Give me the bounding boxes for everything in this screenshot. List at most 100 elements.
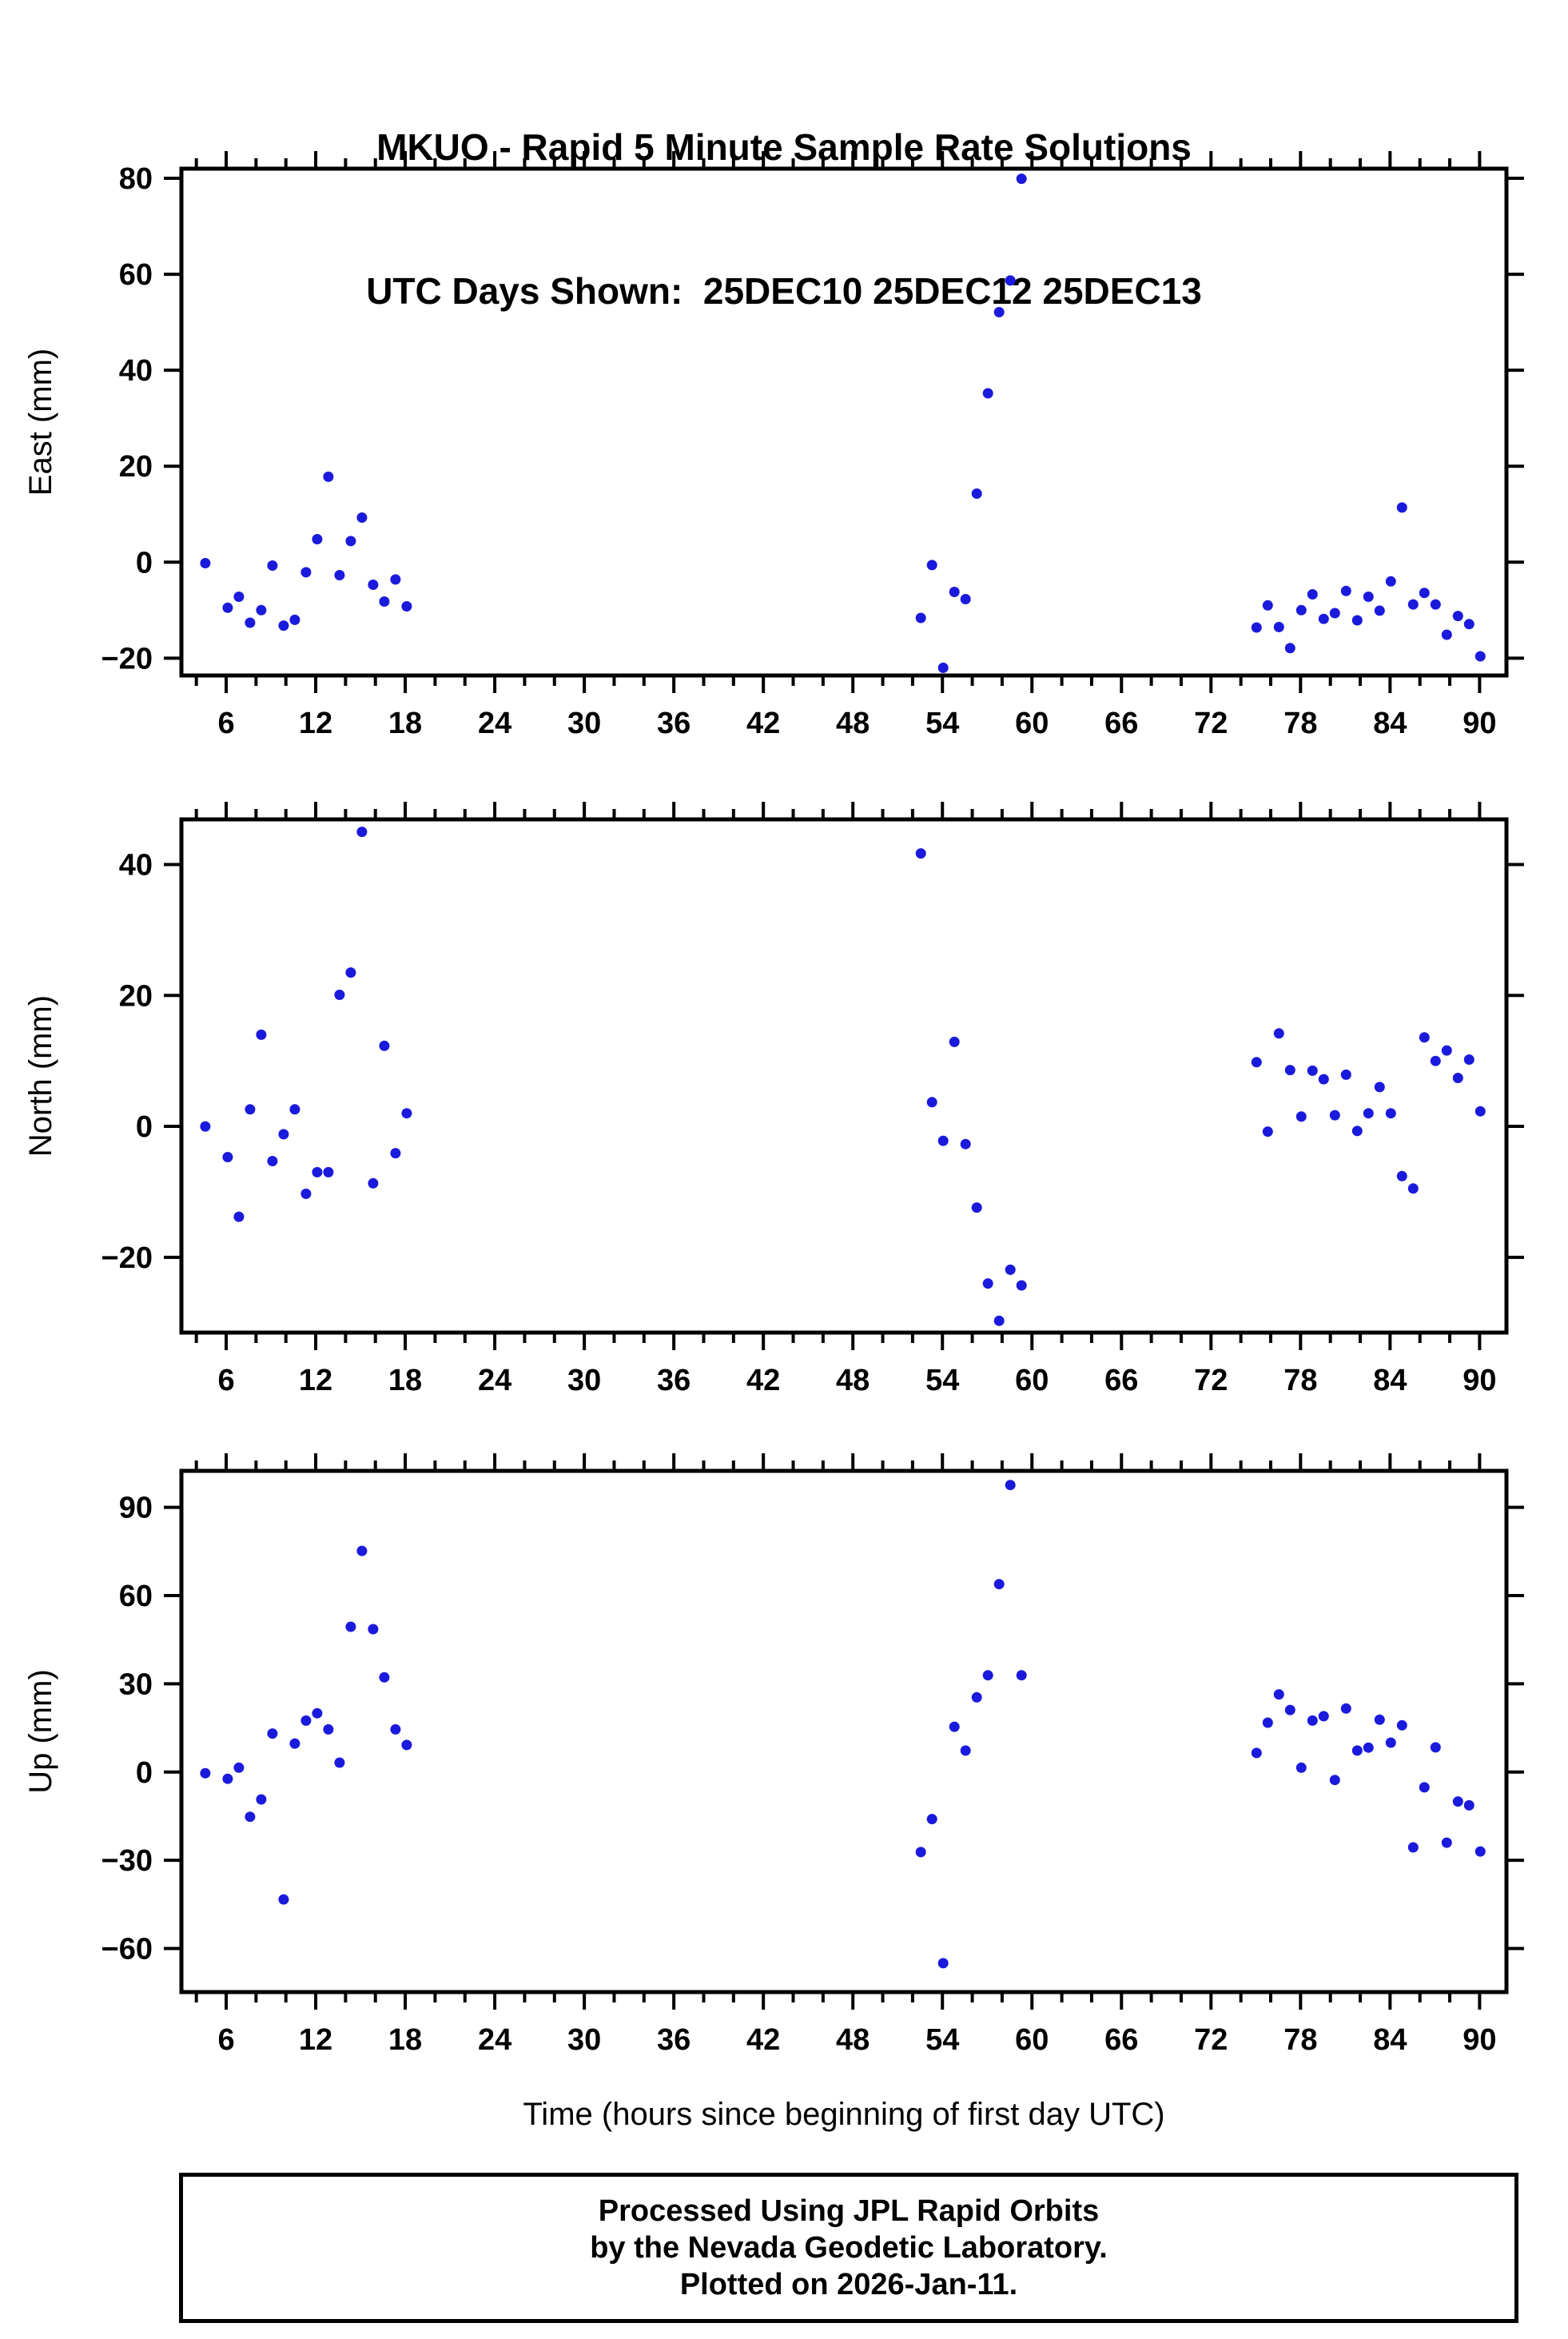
data-point [312,1166,323,1177]
data-point [233,592,245,602]
x-tick-label: 42 [746,2023,780,2057]
x-tick-label: 30 [567,1364,601,1397]
data-point [323,471,334,482]
x-tick-label: 6 [217,2023,234,2057]
y-tick-label: 20 [119,450,153,484]
data-point [1363,592,1374,602]
data-point [926,1814,937,1825]
data-point [289,1104,300,1115]
data-point [926,560,937,571]
data-point [1374,605,1385,616]
data-point [200,558,211,568]
y-tick-label: 60 [119,258,153,292]
data-point [233,1211,245,1222]
data-point [1396,1719,1407,1731]
x-tick-label: 90 [1463,707,1496,740]
data-point [334,990,345,1000]
data-point [401,601,412,612]
data-point [1407,1842,1419,1853]
x-tick-label: 54 [925,1364,959,1397]
data-point [1385,1737,1396,1748]
data-point [982,388,993,399]
x-tick-label: 72 [1194,707,1228,740]
data-point [390,1723,401,1735]
up-axis-label: Up (mm) [23,1669,58,1794]
x-tick-label: 66 [1104,2023,1138,2057]
data-point [915,612,926,624]
data-point [937,1958,949,1969]
data-point [1374,1082,1385,1093]
data-point [1419,1032,1430,1043]
data-point [267,560,278,571]
data-point [278,1894,289,1905]
data-point [278,620,289,632]
data-point [982,1278,993,1289]
x-tick-label: 36 [657,2023,690,2057]
up-plot: 6 12 18 24 30 36 42 48 54 60 66 72 78 84 90 −60 −30 0 30 60… [23,1453,1524,2132]
data-point [1363,1742,1374,1753]
data-point [1474,651,1486,662]
data-point [256,604,267,616]
east-frame [179,166,1509,678]
x-tick-label: 60 [1015,1364,1049,1397]
data-point [1340,1069,1351,1080]
y-tick-label: 30 [119,1668,153,1701]
x-tick-label: 36 [657,1364,690,1397]
data-point [1430,1742,1441,1753]
x-tick-label: 48 [836,2023,870,2057]
footer-line2: by the Nevada Geodetic Laboratory. [590,2231,1108,2265]
x-tick-label: 18 [388,2023,422,2057]
data-point [1329,1110,1340,1121]
y-tick-label: −30 [101,1844,153,1878]
data-point [356,512,368,523]
x-tick-label: 48 [836,1364,870,1397]
x-tick-label: 36 [657,707,690,740]
x-tick-label: 24 [478,1364,511,1397]
data-point [1430,599,1441,610]
data-point [200,1121,211,1132]
data-point [233,1762,245,1773]
data-point [1407,599,1419,610]
data-point [1329,608,1340,619]
data-point [222,1773,233,1784]
data-point [300,1188,312,1199]
data-point [1295,1111,1307,1122]
data-point [960,594,971,604]
data-point [1251,1057,1262,1068]
x-tick-label: 6 [217,707,234,740]
time-axis-label: Time (hours since beginning of first day… [523,2097,1164,2132]
data-point [993,307,1005,317]
data-point [1284,1065,1295,1076]
data-point [390,1148,401,1159]
data-point [1385,576,1396,587]
data-point [1385,1108,1396,1119]
x-tick-label: 12 [299,2023,332,2057]
data-point [1262,1126,1273,1138]
x-tick-label: 78 [1283,2023,1317,2057]
data-point [312,1707,323,1719]
data-point [1441,1837,1452,1848]
data-point [1474,1846,1486,1857]
x-tick-label: 72 [1194,2023,1228,2057]
x-tick-label: 30 [567,707,601,740]
y-tick-label: 0 [136,546,153,580]
data-point [1441,1045,1452,1056]
data-point [1419,1782,1430,1793]
data-point [993,1579,1005,1590]
y-tick-label: 90 [119,1492,153,1525]
y-tick-label: −60 [101,1933,153,1966]
data-point [1452,1073,1463,1083]
data-point [200,1767,211,1779]
data-point [300,1715,312,1726]
data-point [971,488,982,499]
data-point [1005,275,1016,286]
x-tick-label: 12 [299,707,332,740]
data-point [1463,619,1474,630]
data-point [1396,1170,1407,1181]
data-point [1318,1074,1329,1085]
x-tick-label: 90 [1463,2023,1496,2057]
data-point [368,1624,379,1635]
data-point [1452,1796,1463,1807]
data-point [915,848,926,859]
